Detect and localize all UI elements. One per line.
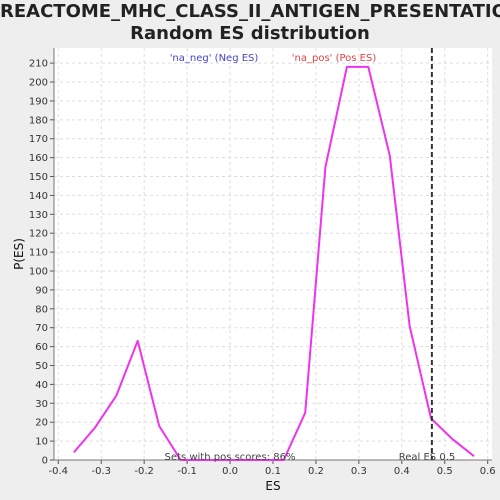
y-tick-label: 170 <box>29 134 48 145</box>
y-tick-label: 80 <box>35 304 48 315</box>
y-tick-label: 150 <box>29 172 48 183</box>
y-tick-label: 70 <box>35 323 48 334</box>
y-tick-label: 0 <box>42 456 48 467</box>
y-tick-label: 60 <box>35 342 48 353</box>
chart-title-line1: REACTOME_MHC_CLASS_II_ANTIGEN_PRESENTATI… <box>0 1 500 22</box>
y-tick-label: 120 <box>29 229 48 240</box>
y-tick-label: 160 <box>29 153 48 164</box>
x-tick-label: 0.0 <box>222 466 238 477</box>
chart-title: REACTOME_MHC_CLASS_II_ANTIGEN_PRESENTATI… <box>0 1 500 45</box>
x-tick-label: -0.3 <box>91 466 111 477</box>
y-tick-label: 210 <box>29 59 48 70</box>
x-tick-label: 0.6 <box>480 466 496 477</box>
x-tick-label: 0.5 <box>437 466 453 477</box>
series-line <box>73 65 475 461</box>
y-tick-label: 100 <box>29 267 48 278</box>
x-tick-label: -0.1 <box>177 466 197 477</box>
chart-title-line2: Random ES distribution <box>130 23 370 44</box>
y-axis-label: P(ES) <box>12 238 26 270</box>
y-tick-label: 130 <box>29 210 48 221</box>
y-tick-label: 200 <box>29 78 48 89</box>
legend-neg-es: 'na_neg' (Neg ES) <box>170 53 259 64</box>
y-tick-label: 10 <box>35 437 48 448</box>
x-axis-label: ES <box>265 479 280 493</box>
y-tick-label: 140 <box>29 191 48 202</box>
legend-pos-es: 'na_pos' (Pos ES) <box>292 53 377 64</box>
real-es-annotation: Real ES 0.5 <box>399 452 455 463</box>
x-tick-label: -0.2 <box>134 466 154 477</box>
axes: 0 10 20 30 40 50 60 70 80 90 100 110 120 130 140 150 160… <box>29 48 496 477</box>
y-tick-label: 40 <box>35 380 48 391</box>
y-tick-label: 190 <box>29 96 48 107</box>
grid-lines <box>54 48 492 461</box>
pos-scores-annotation: Sets with pos scores: 86% <box>165 452 296 463</box>
x-tick-label: -0.4 <box>49 466 69 477</box>
x-tick-label: 0.4 <box>394 466 410 477</box>
x-tick-label: 0.2 <box>308 466 324 477</box>
y-tick-label: 20 <box>35 418 48 429</box>
y-tick-label: 110 <box>29 248 48 259</box>
y-tick-label: 180 <box>29 115 48 126</box>
y-tick-label: 90 <box>35 285 48 296</box>
x-tick-label: 0.3 <box>351 466 367 477</box>
y-tick-label: 30 <box>35 399 48 410</box>
x-tick-label: 0.1 <box>265 466 281 477</box>
y-tick-label: 50 <box>35 361 48 372</box>
series-layer <box>73 65 475 461</box>
